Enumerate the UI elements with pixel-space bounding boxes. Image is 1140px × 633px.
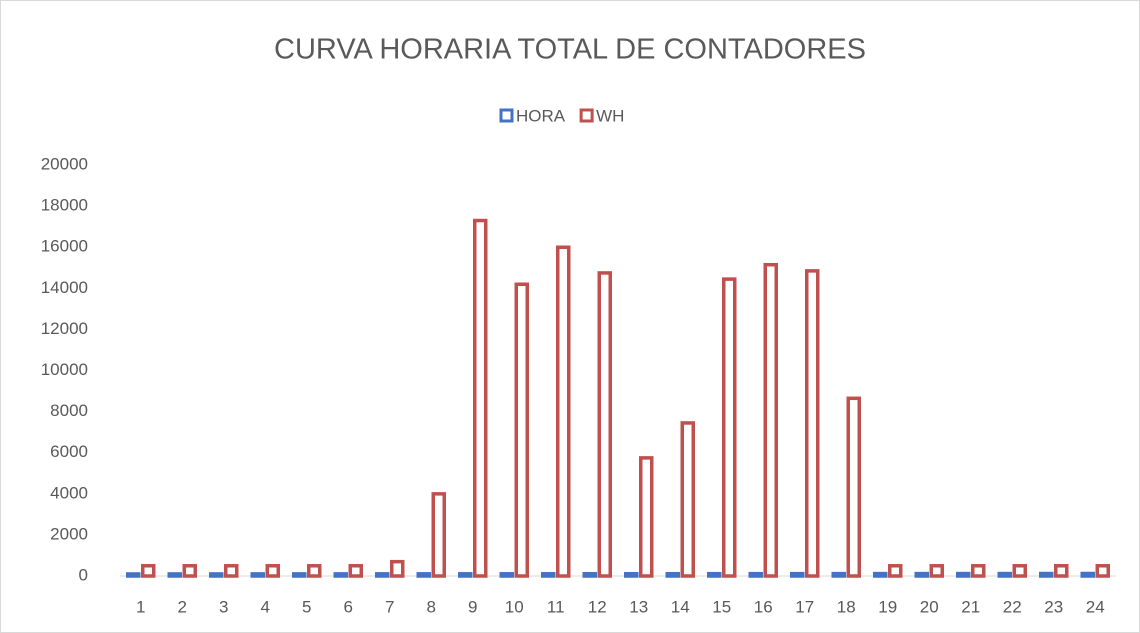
bar <box>929 564 944 578</box>
y-tick-label: 8000 <box>50 401 88 420</box>
bar <box>1054 564 1069 578</box>
bar <box>665 571 680 578</box>
bar <box>831 571 846 578</box>
y-tick-label: 18000 <box>41 196 88 215</box>
y-tick-label: 16000 <box>41 237 88 256</box>
legend-label: HORA <box>516 106 566 125</box>
bar <box>167 572 182 578</box>
x-tick-label: 5 <box>302 597 311 616</box>
bar <box>763 262 778 578</box>
x-tick-label: 7 <box>385 597 394 616</box>
chart-title: CURVA HORARIA TOTAL DE CONTADORES <box>274 34 866 66</box>
bar <box>997 571 1012 578</box>
x-tick-label: 9 <box>468 597 477 616</box>
bar <box>707 571 722 578</box>
bar <box>541 572 556 578</box>
bar <box>1012 564 1027 578</box>
legend-swatch <box>579 108 594 123</box>
x-tick-label: 3 <box>219 597 228 616</box>
bar <box>790 571 805 578</box>
bar <box>141 564 156 578</box>
bar <box>639 456 654 578</box>
x-tick-label: 13 <box>629 597 648 616</box>
x-tick-label: 8 <box>427 597 436 616</box>
y-tick-label: 14000 <box>41 278 88 297</box>
bar <box>680 421 695 578</box>
bar <box>333 572 348 578</box>
y-tick-label: 6000 <box>50 442 88 461</box>
x-tick-label: 10 <box>505 597 524 616</box>
bar <box>556 245 571 578</box>
legend-swatch <box>499 108 514 123</box>
bar <box>390 559 405 578</box>
bar <box>597 271 612 578</box>
x-tick-label: 4 <box>261 597 270 616</box>
bar <box>182 564 197 578</box>
bar <box>265 564 280 578</box>
x-tick-label: 22 <box>1003 597 1022 616</box>
x-tick-label: 24 <box>1086 597 1105 616</box>
legend-label: WH <box>596 106 624 125</box>
bar <box>514 282 529 578</box>
bar <box>582 572 597 578</box>
x-tick-label: 2 <box>178 597 187 616</box>
y-tick-label: 4000 <box>50 483 88 502</box>
bar <box>416 572 431 578</box>
y-tick-label: 20000 <box>41 154 88 173</box>
x-tick-label: 12 <box>588 597 607 616</box>
bar <box>209 572 224 578</box>
bar <box>1039 571 1054 578</box>
x-tick-label: 11 <box>547 597 565 616</box>
bar <box>722 277 737 578</box>
bar <box>292 572 307 578</box>
y-tick-label: 0 <box>79 565 88 584</box>
bar <box>458 572 473 578</box>
bar <box>307 564 322 578</box>
bar <box>846 396 861 578</box>
x-tick-label: 19 <box>878 597 897 616</box>
bar <box>888 564 903 578</box>
x-tick-label: 18 <box>837 597 856 616</box>
x-tick-label: 17 <box>795 597 814 616</box>
bar <box>473 218 488 578</box>
bar <box>348 564 363 578</box>
y-tick-label: 10000 <box>41 360 88 379</box>
bar <box>250 572 265 578</box>
bar <box>375 572 390 578</box>
bar <box>431 492 446 578</box>
bar <box>748 571 763 578</box>
bar <box>624 571 639 578</box>
x-tick-label: 1 <box>136 597 145 616</box>
bar <box>1095 564 1110 578</box>
y-tick-label: 12000 <box>41 319 88 338</box>
x-tick-label: 16 <box>754 597 773 616</box>
x-tick-label: 21 <box>961 597 980 616</box>
y-tick-label: 2000 <box>50 524 88 543</box>
x-tick-label: 20 <box>920 597 939 616</box>
bar <box>914 571 929 578</box>
x-tick-label: 14 <box>671 597 690 616</box>
x-tick-label: 6 <box>344 597 353 616</box>
bar <box>499 572 514 578</box>
x-tick-label: 15 <box>712 597 731 616</box>
bar <box>956 571 971 578</box>
bar <box>224 564 239 578</box>
bar <box>873 571 888 578</box>
bar <box>126 572 141 578</box>
bar <box>971 564 986 578</box>
bar <box>805 269 820 578</box>
bar <box>1080 571 1095 578</box>
x-tick-label: 23 <box>1044 597 1063 616</box>
